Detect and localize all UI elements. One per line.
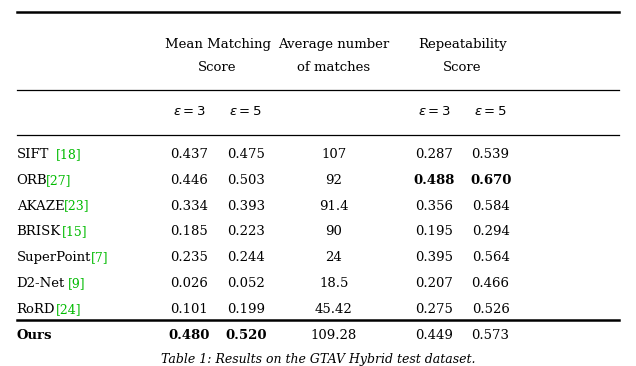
Text: 18.5: 18.5 xyxy=(319,277,349,290)
Text: 0.526: 0.526 xyxy=(472,303,509,316)
Text: 92: 92 xyxy=(325,174,342,187)
Text: 0.235: 0.235 xyxy=(170,251,208,264)
Text: 0.475: 0.475 xyxy=(227,148,265,161)
Text: 0.466: 0.466 xyxy=(472,277,509,290)
Text: $\epsilon = 5$: $\epsilon = 5$ xyxy=(474,105,507,118)
Text: 0.101: 0.101 xyxy=(170,303,208,316)
Text: 0.480: 0.480 xyxy=(169,329,210,342)
Text: 0.539: 0.539 xyxy=(472,148,509,161)
Text: [27]: [27] xyxy=(46,174,72,187)
Text: 0.488: 0.488 xyxy=(413,174,455,187)
Text: 107: 107 xyxy=(321,148,347,161)
Text: Score: Score xyxy=(443,61,481,74)
Text: 45.42: 45.42 xyxy=(315,303,352,316)
Text: 0.244: 0.244 xyxy=(227,251,265,264)
Text: D2-Net: D2-Net xyxy=(17,277,65,290)
Text: Repeatability: Repeatability xyxy=(418,38,507,51)
Text: of matches: of matches xyxy=(297,61,370,74)
Text: [23]: [23] xyxy=(64,199,90,213)
Text: 0.573: 0.573 xyxy=(472,329,509,342)
Text: 0.223: 0.223 xyxy=(227,225,265,238)
Text: 0.052: 0.052 xyxy=(227,277,265,290)
Text: 0.334: 0.334 xyxy=(170,199,209,213)
Text: Table 1: Results on the GTAV Hybrid test dataset.: Table 1: Results on the GTAV Hybrid test… xyxy=(161,353,475,366)
Text: 24: 24 xyxy=(326,251,342,264)
Text: 90: 90 xyxy=(325,225,342,238)
Text: 0.275: 0.275 xyxy=(415,303,453,316)
Text: 0.356: 0.356 xyxy=(415,199,453,213)
Text: [7]: [7] xyxy=(91,251,108,264)
Text: $\epsilon = 3$: $\epsilon = 3$ xyxy=(173,105,205,118)
Text: RoRD: RoRD xyxy=(17,303,55,316)
Text: 0.185: 0.185 xyxy=(170,225,208,238)
Text: 0.393: 0.393 xyxy=(227,199,265,213)
Text: 0.446: 0.446 xyxy=(170,174,208,187)
Text: 0.199: 0.199 xyxy=(227,303,265,316)
Text: 0.584: 0.584 xyxy=(472,199,509,213)
Text: 0.670: 0.670 xyxy=(470,174,511,187)
Text: 0.520: 0.520 xyxy=(225,329,266,342)
Text: AKAZE: AKAZE xyxy=(17,199,64,213)
Text: Mean Matching: Mean Matching xyxy=(165,38,270,51)
Text: 91.4: 91.4 xyxy=(319,199,349,213)
Text: 0.449: 0.449 xyxy=(415,329,453,342)
Text: Ours: Ours xyxy=(17,329,52,342)
Text: Average number: Average number xyxy=(278,38,389,51)
Text: 0.437: 0.437 xyxy=(170,148,209,161)
Text: 0.395: 0.395 xyxy=(415,251,453,264)
Text: 109.28: 109.28 xyxy=(310,329,357,342)
Text: ORB: ORB xyxy=(17,174,47,187)
Text: BRISK: BRISK xyxy=(17,225,61,238)
Text: Score: Score xyxy=(198,61,237,74)
Text: [9]: [9] xyxy=(68,277,86,290)
Text: [18]: [18] xyxy=(55,148,81,161)
Text: SIFT: SIFT xyxy=(17,148,49,161)
Text: SuperPoint: SuperPoint xyxy=(17,251,91,264)
Text: 0.026: 0.026 xyxy=(170,277,208,290)
Text: 0.195: 0.195 xyxy=(415,225,453,238)
Text: 0.287: 0.287 xyxy=(415,148,453,161)
Text: $\epsilon = 5$: $\epsilon = 5$ xyxy=(230,105,262,118)
Text: $\epsilon = 3$: $\epsilon = 3$ xyxy=(418,105,450,118)
Text: [15]: [15] xyxy=(62,225,88,238)
Text: 0.503: 0.503 xyxy=(227,174,265,187)
Text: 0.207: 0.207 xyxy=(415,277,453,290)
Text: 0.564: 0.564 xyxy=(472,251,509,264)
Text: [24]: [24] xyxy=(56,303,82,316)
Text: 0.294: 0.294 xyxy=(472,225,509,238)
